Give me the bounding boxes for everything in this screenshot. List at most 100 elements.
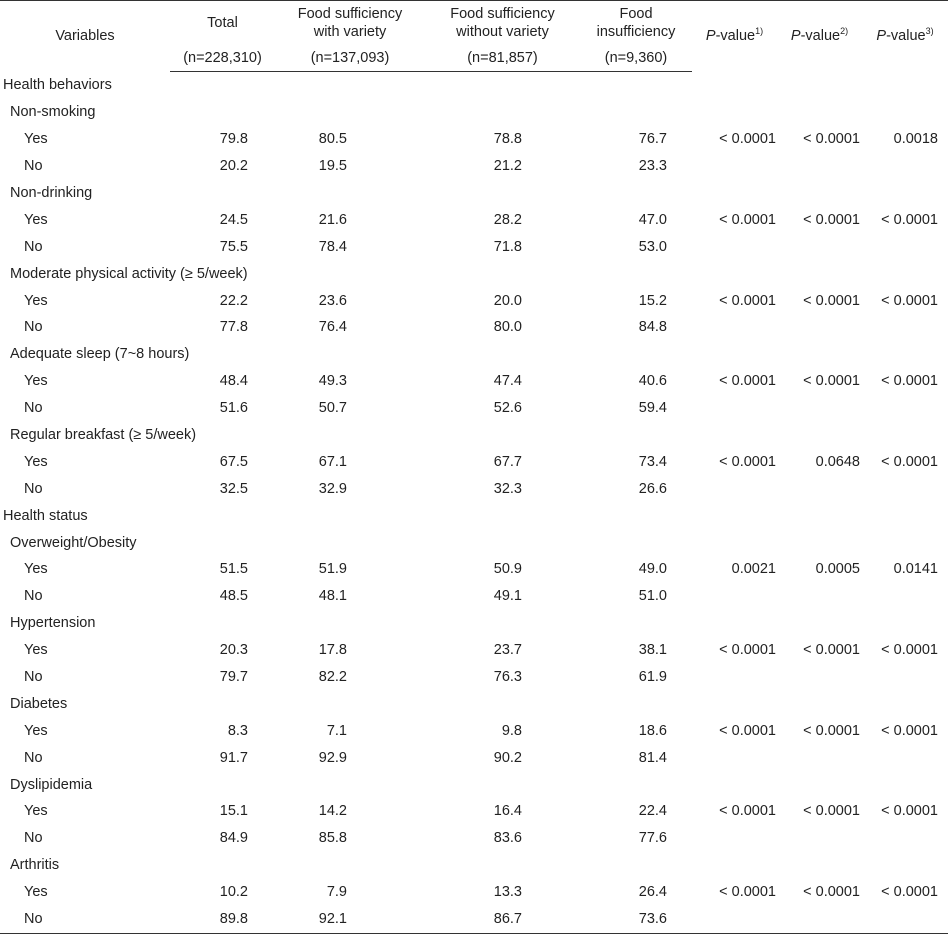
cell-p2: < 0.0001	[803, 642, 860, 659]
table-row: No 84.9 85.8 83.6 77.6	[0, 825, 948, 852]
section-label: Health status	[3, 507, 88, 524]
variable-row: Diabetes	[0, 690, 948, 717]
cell-p1	[692, 260, 777, 287]
cell-fsv: 19.5	[318, 158, 347, 175]
cell-fsnv: 52.6	[493, 400, 522, 417]
cell-fsnv	[425, 72, 580, 99]
variable-label: Overweight/Obesity	[10, 534, 137, 551]
cell-p1: < 0.0001	[719, 453, 776, 470]
variable-label: Regular breakfast (≥ 5/week)	[10, 427, 197, 444]
cell-fi	[580, 341, 692, 368]
cell-p2	[777, 422, 862, 449]
cell-p3	[862, 341, 948, 368]
cell-p1	[692, 771, 777, 798]
cell-fsv	[275, 99, 425, 126]
cell-fsnv: 9.8	[501, 722, 522, 739]
cell-fi	[580, 610, 692, 637]
cell-p3: < 0.0001	[881, 373, 938, 390]
cell-p1	[692, 744, 777, 771]
cell-fsnv	[425, 260, 580, 287]
cell-fi	[580, 99, 692, 126]
cell-total: 51.5	[219, 561, 248, 578]
cell-fsv: 78.4	[318, 238, 347, 255]
cell-fi	[580, 72, 692, 99]
section-row: Health behaviors	[0, 72, 948, 99]
cell-p2	[777, 529, 862, 556]
cell-fsv	[275, 180, 425, 207]
cell-p1: 0.0021	[731, 561, 776, 578]
option-label: Yes	[24, 292, 48, 309]
cell-fi	[580, 422, 692, 449]
cell-fsv	[275, 260, 425, 287]
cell-fi: 26.6	[638, 480, 667, 497]
variable-row: Adequate sleep (7~8 hours)	[0, 341, 948, 368]
cell-fsnv: 86.7	[425, 905, 580, 934]
cell-total: 51.6	[219, 400, 248, 417]
cell-total	[170, 610, 275, 637]
cell-fsv	[275, 502, 425, 529]
cell-p3: < 0.0001	[881, 211, 938, 228]
cell-fsv	[275, 690, 425, 717]
cell-fi	[580, 771, 692, 798]
cell-p1: < 0.0001	[719, 211, 776, 228]
cell-p2	[777, 664, 862, 691]
header-p1: P-value1)	[692, 0, 777, 72]
cell-fi: 61.9	[638, 669, 667, 686]
option-label: Yes	[24, 131, 48, 148]
cell-fi	[580, 690, 692, 717]
cell-fi: 59.4	[638, 400, 667, 417]
cell-fi: 73.4	[638, 453, 667, 470]
table-row: Yes 67.5 67.1 67.7 73.4 < 0.0001 0.0648 < 0.000…	[0, 448, 948, 475]
header-fsv-n: (n=137,093)	[275, 45, 425, 72]
cell-fsv	[275, 422, 425, 449]
cell-fsv: 67.1	[318, 453, 347, 470]
option-label: Yes	[24, 561, 48, 578]
cell-p2	[777, 690, 862, 717]
variable-row: Hypertension	[0, 610, 948, 637]
cell-total: 22.2	[219, 292, 248, 309]
variable-row: Regular breakfast (≥ 5/week)	[0, 422, 948, 449]
header-p3: P-value3)	[862, 0, 948, 72]
header-fsv: Food sufficiency with variety	[275, 0, 425, 45]
cell-fsv: 17.8	[318, 642, 347, 659]
cell-fsnv	[425, 422, 580, 449]
section-row: Health status	[0, 502, 948, 529]
table-row: No 75.5 78.4 71.8 53.0	[0, 233, 948, 260]
cell-p1	[692, 502, 777, 529]
option-label: Yes	[24, 642, 48, 659]
table-row: No 79.7 82.2 76.3 61.9	[0, 664, 948, 691]
cell-fsnv: 21.2	[493, 158, 522, 175]
cell-fi: 49.0	[638, 561, 667, 578]
cell-fi: 23.3	[638, 158, 667, 175]
table-row: Yes 79.8 80.5 78.8 76.7 < 0.0001 < 0.0001 0.001…	[0, 126, 948, 153]
cell-fsnv	[425, 610, 580, 637]
header-variables: Variables	[0, 0, 170, 72]
cell-p1: < 0.0001	[719, 803, 776, 820]
table-row: No 20.2 19.5 21.2 23.3	[0, 153, 948, 180]
cell-p2	[777, 825, 862, 852]
cell-p2	[777, 610, 862, 637]
variable-row: Overweight/Obesity	[0, 529, 948, 556]
option-label: No	[24, 749, 43, 766]
cell-p1	[692, 180, 777, 207]
cell-p1: < 0.0001	[719, 722, 776, 739]
option-label: No	[0, 905, 170, 934]
cell-p1	[692, 475, 777, 502]
cell-p1	[692, 583, 777, 610]
cell-fsnv: 67.7	[493, 453, 522, 470]
option-label: Yes	[24, 884, 48, 901]
cell-fsv: 14.2	[318, 803, 347, 820]
header-fsnv-n: (n=81,857)	[425, 45, 580, 72]
cell-fsnv: 16.4	[493, 803, 522, 820]
cell-p2	[777, 583, 862, 610]
cell-p1	[692, 529, 777, 556]
cell-fsv: 49.3	[318, 373, 347, 390]
cell-total	[170, 502, 275, 529]
cell-p2	[777, 314, 862, 341]
cell-p3	[862, 395, 948, 422]
cell-p3	[862, 583, 948, 610]
cell-p2: < 0.0001	[803, 292, 860, 309]
cell-total	[170, 99, 275, 126]
cell-p1: < 0.0001	[719, 373, 776, 390]
table-header: Variables Total Food sufficiency with var…	[0, 0, 948, 72]
